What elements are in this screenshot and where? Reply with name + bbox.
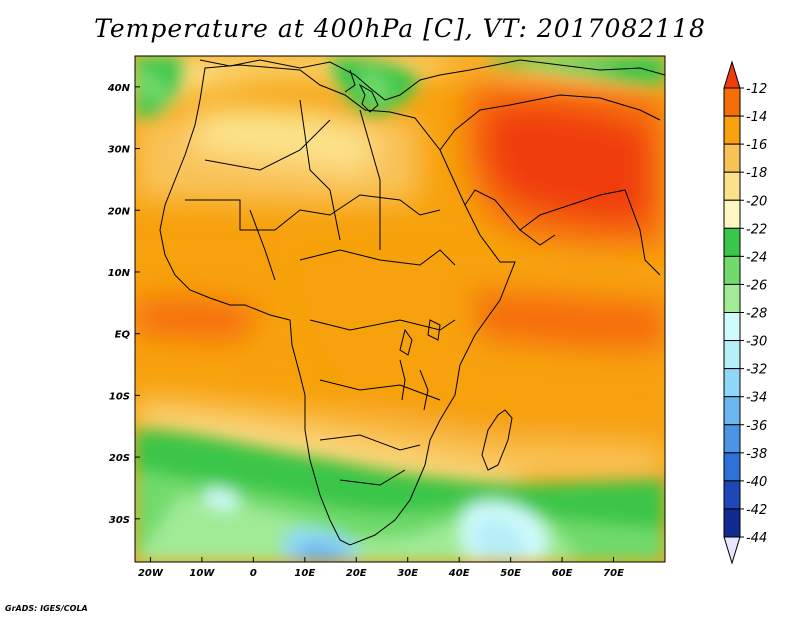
colorbar-swatch bbox=[723, 227, 741, 257]
colorbar-swatch bbox=[723, 255, 741, 285]
x-tick-label: 60E bbox=[552, 568, 573, 579]
colorbar-label: -24 bbox=[746, 250, 767, 265]
colorbar-label: -20 bbox=[746, 194, 767, 209]
colorbar-label: -14 bbox=[746, 110, 767, 125]
colorbar: -12 -14 -16 -18 -20 -22 -24 -26 -28 -30 -32 -34 -36 -… bbox=[723, 60, 767, 565]
x-tick-label: 40E bbox=[448, 568, 470, 579]
colorbar-swatch bbox=[723, 508, 741, 538]
colorbar-label: -36 bbox=[746, 419, 767, 434]
colorbar-swatch bbox=[723, 368, 741, 398]
colorbar-label: -22 bbox=[746, 222, 767, 237]
colorbar-bottom-arrow bbox=[723, 536, 741, 565]
colorbar-label: -34 bbox=[746, 391, 767, 406]
colorbar-swatch bbox=[723, 396, 741, 426]
colorbar-swatch bbox=[723, 312, 741, 342]
colorbar-label: -44 bbox=[746, 531, 767, 546]
y-tick-label: 30S bbox=[109, 515, 130, 526]
x-axis: 20W 10W 0 10E 20E 30E 40E 50E 60E 70E bbox=[138, 557, 624, 579]
colorbar-label: -40 bbox=[746, 475, 767, 490]
colorbar-swatch bbox=[723, 340, 741, 370]
colorbar-label: -26 bbox=[746, 278, 767, 293]
colorbar-top-arrow bbox=[723, 60, 741, 89]
colorbar-swatch bbox=[723, 452, 741, 482]
colorbar-swatch bbox=[723, 87, 741, 117]
y-tick-label: 40N bbox=[107, 83, 131, 94]
colorbar-swatch bbox=[723, 143, 741, 173]
colorbar-swatch bbox=[723, 480, 741, 510]
x-tick-label: 70E bbox=[603, 568, 624, 579]
colorbar-label: -28 bbox=[746, 307, 767, 322]
colorbar-swatch bbox=[723, 199, 741, 229]
y-tick-label: 10S bbox=[109, 391, 130, 402]
x-tick-label: 50E bbox=[500, 568, 521, 579]
colorbar-label: -18 bbox=[746, 166, 767, 181]
x-tick-label: 30E bbox=[397, 568, 418, 579]
credit-text: GrADS: IGES/COLA bbox=[5, 604, 88, 613]
x-tick-label: 20E bbox=[346, 568, 367, 579]
colorbar-swatch bbox=[723, 171, 741, 201]
x-tick-label: 0 bbox=[250, 568, 257, 579]
colorbar-label: -12 bbox=[746, 82, 767, 97]
colorbar-label: -42 bbox=[746, 503, 767, 518]
colorbar-label: -30 bbox=[746, 335, 767, 350]
x-tick-label: 20W bbox=[138, 568, 164, 579]
y-tick-label: 10N bbox=[108, 268, 131, 279]
colorbar-swatch bbox=[723, 424, 741, 454]
colorbar-swatch bbox=[723, 283, 741, 313]
y-tick-label: 20N bbox=[108, 206, 131, 217]
chart-title: Temperature at 400hPa [C], VT: 201708211… bbox=[94, 14, 706, 43]
plot-frame bbox=[134, 55, 666, 563]
coastline-outlines bbox=[159, 59, 665, 546]
y-tick-label: 30N bbox=[108, 145, 131, 156]
x-tick-label: 10W bbox=[189, 568, 215, 579]
colorbar-label: -38 bbox=[746, 447, 767, 462]
x-tick-label: 10E bbox=[294, 568, 315, 579]
colorbar-swatch bbox=[723, 115, 741, 145]
y-tick-label: EQ bbox=[115, 330, 131, 341]
temperature-field bbox=[135, 56, 665, 562]
y-tick-label: 20S bbox=[109, 453, 130, 464]
colorbar-label: -16 bbox=[746, 138, 767, 153]
y-axis: 40N 30N 20N 10N EQ 10S 20S 30S bbox=[107, 83, 140, 526]
colorbar-label: -32 bbox=[746, 363, 767, 378]
